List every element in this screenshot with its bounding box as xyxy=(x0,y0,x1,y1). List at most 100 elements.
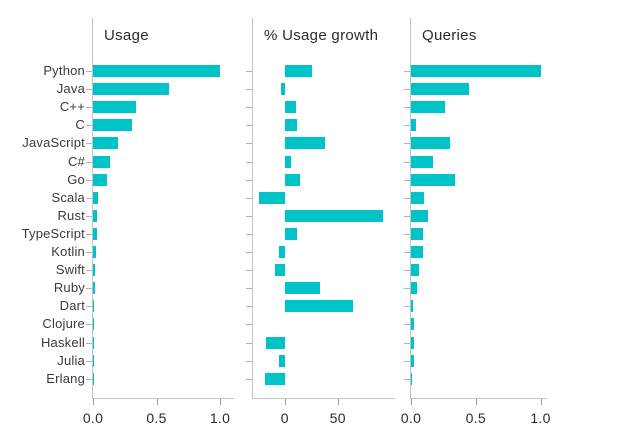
y-tick xyxy=(404,324,410,326)
y-tick xyxy=(404,89,410,91)
y-tick xyxy=(86,107,92,109)
bar-usage-growth-scala xyxy=(259,191,285,204)
y-tick xyxy=(404,378,410,380)
y-tick xyxy=(246,215,252,217)
bar-queries-rust xyxy=(411,209,428,222)
category-label-ruby: Ruby xyxy=(53,280,85,296)
x-tick-label-queries-1-0: 1.0 xyxy=(530,410,551,426)
bar-queries-javascript xyxy=(411,137,450,150)
bar-queries-ruby xyxy=(411,282,417,295)
x-tick xyxy=(284,399,286,405)
bar-usage-javascript xyxy=(93,137,119,150)
bar-usage-c xyxy=(93,119,133,132)
x-tick-label-queries-0-5: 0.5 xyxy=(465,410,486,426)
x-tick xyxy=(220,399,222,405)
bar-usage-c xyxy=(93,155,110,168)
x-tick-label-usage-growth-50: 50 xyxy=(329,410,346,426)
category-labels: Python Java C++ C JavaScript C# Go Scala Rust Typ… xyxy=(0,18,85,398)
y-tick xyxy=(246,270,252,272)
y-tick xyxy=(86,215,92,217)
y-tick xyxy=(246,342,252,344)
y-tick xyxy=(246,233,252,235)
bar-usage-growth-rust xyxy=(284,209,384,222)
bar-usage-growth-javascript xyxy=(284,137,326,150)
bar-queries-c xyxy=(411,155,434,168)
bar-usage-scala xyxy=(93,191,99,204)
y-tick xyxy=(404,233,410,235)
y-tick xyxy=(86,270,92,272)
y-tick xyxy=(86,233,92,235)
category-label-go: Go xyxy=(67,171,85,187)
bar-usage-java xyxy=(93,83,170,96)
y-tick xyxy=(86,89,92,91)
y-tick xyxy=(86,324,92,326)
category-label-kotlin: Kotlin xyxy=(51,244,85,259)
bar-queries-c xyxy=(411,119,417,132)
y-tick xyxy=(86,197,92,199)
y-tick xyxy=(246,378,252,380)
y-tick xyxy=(246,252,252,253)
y-tick xyxy=(404,71,410,72)
category-label-c: C++ xyxy=(59,99,85,115)
bar-usage-dart xyxy=(93,300,94,313)
bar-usage-typescript xyxy=(93,227,98,240)
y-tick xyxy=(404,107,410,109)
bar-usage-growth-c xyxy=(284,119,298,132)
bar-usage-rust xyxy=(93,209,98,222)
category-label-swift: Swift xyxy=(55,262,85,278)
bar-usage-growth-dart xyxy=(284,300,353,313)
y-tick xyxy=(86,71,92,72)
bar-queries-java xyxy=(411,83,470,96)
bar-queries-erlang xyxy=(411,372,413,385)
y-tick xyxy=(246,324,252,326)
bar-queries-clojure xyxy=(411,318,415,331)
bar-usage-growth-erlang xyxy=(264,372,285,385)
y-tick xyxy=(404,342,410,344)
category-label-scala: Scala xyxy=(51,189,85,205)
bar-usage-c xyxy=(93,101,137,114)
bar-usage-growth-julia xyxy=(279,354,285,367)
x-tick xyxy=(337,399,339,405)
y-tick xyxy=(86,252,92,253)
y-tick xyxy=(86,288,92,290)
category-label-java: Java xyxy=(56,81,85,97)
bar-usage-growth-c xyxy=(284,101,297,114)
y-tick xyxy=(404,125,410,127)
x-tick xyxy=(475,399,477,405)
category-label-rust: Rust xyxy=(57,207,85,223)
category-label-c: C xyxy=(75,117,85,133)
y-tick xyxy=(86,125,92,127)
bar-usage-go xyxy=(93,173,107,186)
bar-usage-growth-swift xyxy=(275,264,285,277)
category-label-haskell: Haskell xyxy=(40,334,85,350)
y-tick xyxy=(86,360,92,362)
bar-usage-kotlin xyxy=(93,246,97,258)
bar-usage-swift xyxy=(93,264,96,277)
x-tick xyxy=(156,399,158,405)
x-tick xyxy=(93,399,94,405)
panel-title-queries: Queries xyxy=(422,27,477,44)
y-tick xyxy=(246,161,252,163)
category-label-erlang: Erlang xyxy=(46,370,85,386)
panel-queries: Queries 0.0 0.5 1.0 xyxy=(401,18,550,426)
bar-queries-typescript xyxy=(411,227,423,240)
bar-usage-growth-python xyxy=(284,65,313,77)
x-tick-label-usage-1-0: 1.0 xyxy=(209,410,231,426)
y-tick xyxy=(246,288,252,290)
bar-queries-python xyxy=(411,65,541,77)
x-axis-line xyxy=(92,398,234,399)
bar-queries-dart xyxy=(411,300,413,313)
y-tick xyxy=(246,71,252,72)
x-axis-line xyxy=(252,398,395,399)
x-axis-line xyxy=(410,398,547,399)
y-tick xyxy=(404,288,410,290)
y-tick xyxy=(404,197,410,199)
y-tick xyxy=(86,342,92,344)
bar-usage-growth-java xyxy=(280,83,285,96)
y-tick xyxy=(246,197,252,199)
y-tick xyxy=(404,252,410,253)
bar-queries-haskell xyxy=(411,336,415,349)
y-tick xyxy=(86,378,92,380)
category-label-c: C# xyxy=(67,153,85,169)
y-tick xyxy=(404,143,410,145)
